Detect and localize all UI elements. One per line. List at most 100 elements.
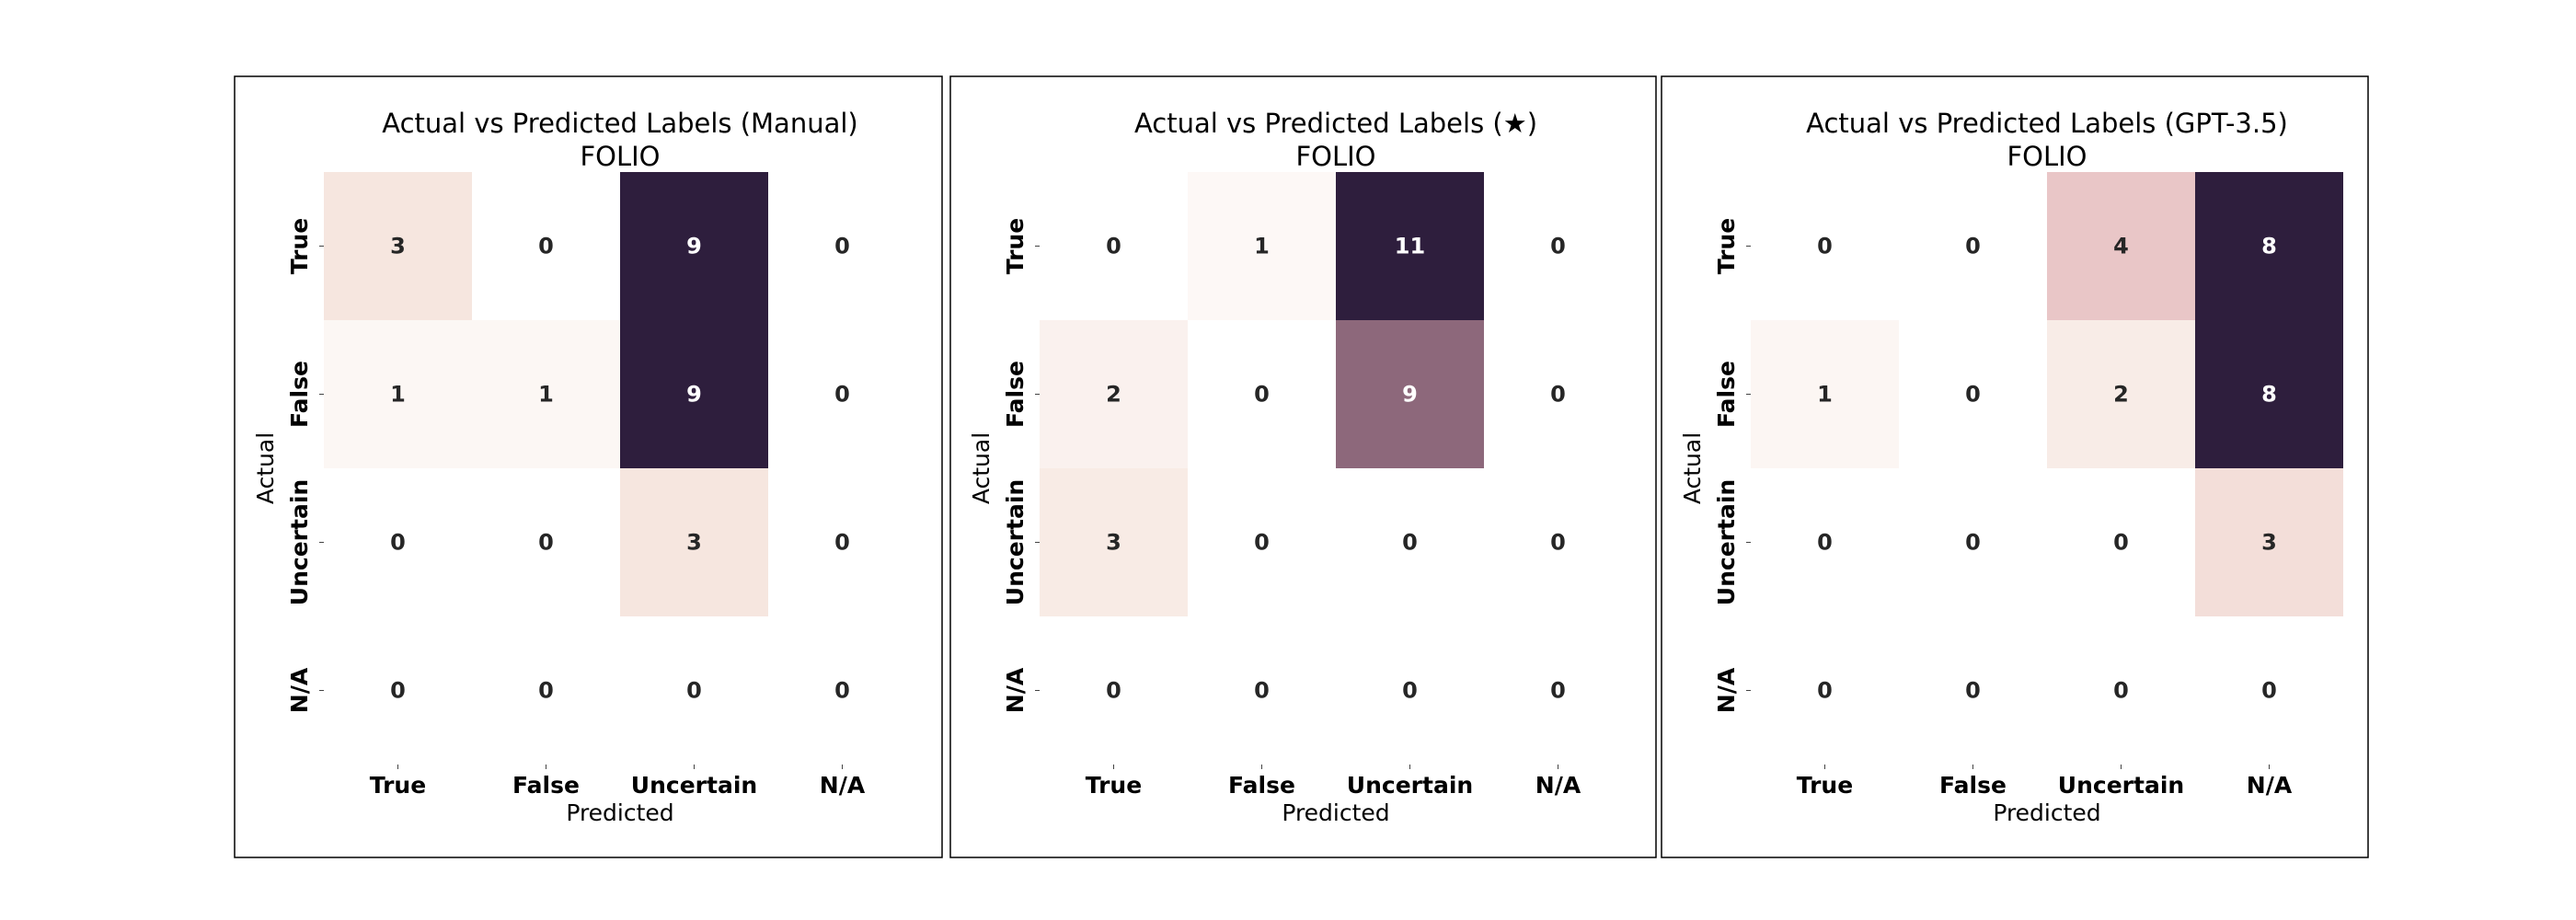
y-axis-label: Actual	[252, 432, 279, 504]
cell-value-label: 1	[1254, 234, 1270, 259]
cell-value-label: 0	[390, 678, 406, 704]
cell-value-label: 0	[686, 678, 702, 704]
heatmap-cell	[620, 320, 768, 468]
cell-value-label: 0	[390, 530, 406, 556]
heatmap-cell	[2195, 616, 2343, 765]
x-axis-label: Predicted	[566, 799, 673, 826]
x-tick-label: False	[1939, 772, 2007, 799]
heatmap-cell	[2047, 320, 2195, 468]
cell-value-label: 9	[686, 234, 702, 259]
heatmap-cell	[324, 172, 472, 320]
x-tick-label: N/A	[820, 772, 866, 799]
heatmap-cell	[2047, 172, 2195, 320]
panel-frame	[949, 75, 1657, 858]
cell-value-label: 0	[1965, 530, 1981, 556]
chart-title: Actual vs Predicted Labels (Manual)	[382, 108, 857, 139]
heatmap-cell	[1336, 172, 1484, 320]
heatmap-cell	[1188, 172, 1336, 320]
x-tick-label: True	[370, 772, 426, 799]
cell-value-label: 11	[1395, 234, 1425, 259]
cell-value-label: 0	[1817, 234, 1833, 259]
cell-value-label: 0	[1550, 234, 1566, 259]
heatmap-cell	[1484, 320, 1632, 468]
x-tick-label: True	[1086, 772, 1142, 799]
chart-subtitle: FOLIO	[2007, 141, 2087, 172]
heatmap-cell	[768, 468, 916, 616]
cell-value-label: 0	[1817, 530, 1833, 556]
cell-value-label: 3	[390, 234, 406, 259]
x-tick-label: N/A	[2247, 772, 2293, 799]
cell-value-label: 0	[834, 382, 850, 408]
heatmap-cell	[2047, 468, 2195, 616]
cell-value-label: 0	[1550, 530, 1566, 556]
x-tick-label: True	[1797, 772, 1853, 799]
heatmap-cell	[1040, 172, 1188, 320]
cell-value-label: 1	[390, 382, 406, 408]
y-axis-label: Actual	[968, 432, 995, 504]
cell-value-label: 0	[1106, 234, 1121, 259]
heatmap-cell	[472, 172, 620, 320]
y-tick-label: Uncertain	[1713, 479, 1740, 605]
heatmap-cell	[1751, 320, 1899, 468]
heatmap-cell	[1188, 320, 1336, 468]
y-tick-label: True	[1713, 218, 1740, 274]
y-tick-label: N/A	[1002, 667, 1029, 713]
chart-subtitle: FOLIO	[1295, 141, 1375, 172]
panel-frame	[234, 75, 943, 858]
heatmap-cell	[472, 616, 620, 765]
heatmap-cell	[1751, 616, 1899, 765]
heatmap-cell	[2195, 172, 2343, 320]
x-tick-label: False	[1228, 772, 1295, 799]
heatmap-cell	[324, 468, 472, 616]
cell-value-label: 0	[2113, 678, 2129, 704]
heatmap-panel-3: Actual vs Predicted Labels (GPT-3.5)FOLI…	[1661, 75, 2369, 858]
y-tick-label: False	[1713, 361, 1740, 428]
x-axis-label: Predicted	[1282, 799, 1389, 826]
y-tick-label: Uncertain	[1002, 479, 1029, 605]
x-tick-label: N/A	[1535, 772, 1581, 799]
cell-value-label: 8	[2261, 234, 2277, 259]
cell-value-label: 0	[1550, 678, 1566, 704]
y-tick-label: N/A	[286, 667, 313, 713]
x-axis-label: Predicted	[1993, 799, 2100, 826]
cell-value-label: 0	[2261, 678, 2277, 704]
x-tick-label: Uncertain	[2058, 772, 2184, 799]
heatmap-cell	[1899, 468, 2047, 616]
heatmap-cell	[2195, 468, 2343, 616]
y-tick-label: Uncertain	[286, 479, 313, 605]
y-tick-label: False	[1002, 361, 1029, 428]
heatmap-cell	[768, 172, 916, 320]
heatmap-cell	[620, 616, 768, 765]
y-axis-label: Actual	[1679, 432, 1706, 504]
y-tick-label: True	[1002, 218, 1029, 274]
cell-value-label: 2	[2113, 382, 2129, 408]
heatmap-cell	[1336, 468, 1484, 616]
x-tick-label: Uncertain	[631, 772, 757, 799]
chart-title: Actual vs Predicted Labels (★)	[1134, 108, 1537, 139]
cell-value-label: 0	[1254, 530, 1270, 556]
cell-value-label: 3	[1106, 530, 1121, 556]
cell-value-label: 0	[834, 530, 850, 556]
cell-value-label: 0	[2113, 530, 2129, 556]
heatmap-cell	[1188, 616, 1336, 765]
cell-value-label: 0	[834, 678, 850, 704]
heatmap-cell	[1899, 320, 2047, 468]
cell-value-label: 0	[1254, 382, 1270, 408]
heatmap-cell	[324, 616, 472, 765]
cell-value-label: 3	[2261, 530, 2277, 556]
cell-value-label: 3	[686, 530, 702, 556]
heatmap-cell	[1336, 320, 1484, 468]
cell-value-label: 2	[1106, 382, 1121, 408]
heatmap-cell	[324, 320, 472, 468]
heatmap-cell	[768, 320, 916, 468]
cell-value-label: 0	[1402, 678, 1418, 704]
y-tick-label: True	[286, 218, 313, 274]
y-tick-label: N/A	[1713, 667, 1740, 713]
cell-value-label: 1	[1817, 382, 1833, 408]
cell-value-label: 0	[1402, 530, 1418, 556]
heatmap-cell	[1751, 468, 1899, 616]
cell-value-label: 0	[538, 678, 554, 704]
heatmap-panel-1: Actual vs Predicted Labels (Manual)FOLIO…	[234, 75, 943, 858]
cell-value-label: 0	[1254, 678, 1270, 704]
y-tick-label: False	[286, 361, 313, 428]
